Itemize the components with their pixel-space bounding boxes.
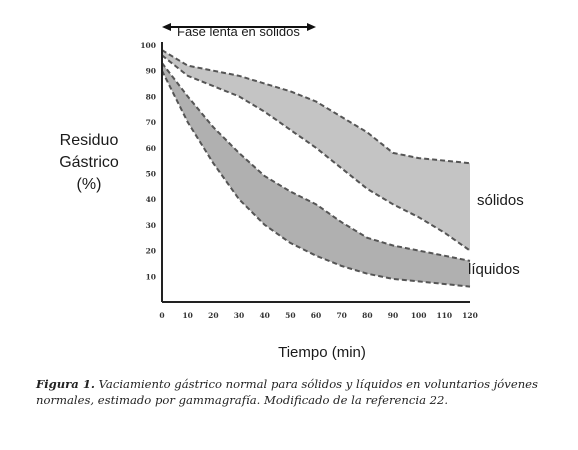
band-liquidos — [162, 63, 470, 287]
x-tick-label-10: 100 — [411, 311, 427, 320]
x-tick-label-12: 120 — [462, 311, 478, 320]
y-tick-label-4: 50 — [146, 170, 156, 179]
y-tick-label-7: 80 — [146, 92, 156, 101]
annotation-arrowhead-left — [162, 23, 171, 32]
y-tick-label-8: 90 — [146, 67, 156, 76]
figure-caption: Figura 1. Vaciamiento gástrico normal pa… — [36, 376, 556, 408]
y-axis-label: Residuo Gástrico (%) — [59, 132, 119, 193]
x-tick-label-0: 0 — [159, 311, 164, 320]
y-tick-label-2: 30 — [146, 221, 156, 230]
x-tick-label-7: 70 — [336, 311, 346, 320]
band-layer — [161, 49, 471, 288]
x-tick-label-4: 40 — [259, 311, 269, 320]
x-tick-labels: 0 10 20 30 40 50 60 70 80 90 100 110 120 — [159, 311, 477, 320]
band-solidos-upper-edge — [161, 49, 471, 165]
band-liquidos-lower-edge — [161, 70, 471, 288]
x-tick-label-9: 90 — [388, 311, 398, 320]
caption-label: Figura 1. — [36, 377, 95, 391]
ylabel-line-1: Residuo — [60, 132, 119, 149]
x-axis-label: Tiempo (min) — [278, 344, 366, 361]
annotation-arrowhead-right — [307, 23, 316, 32]
x-tick-label-1: 10 — [182, 311, 192, 320]
series-label-solidos: sólidos — [477, 192, 524, 209]
ylabel-line-2: Gástrico — [59, 154, 119, 171]
x-tick-label-3: 30 — [234, 311, 244, 320]
y-tick-label-0: 10 — [146, 272, 156, 281]
y-tick-label-3: 40 — [146, 195, 156, 204]
y-tick-label-9: 100 — [140, 41, 156, 50]
y-tick-labels: 10 20 30 40 50 60 70 80 90 100 — [140, 41, 156, 281]
y-tick-label-6: 70 — [146, 118, 156, 127]
band-liquidos-upper-edge — [161, 62, 471, 262]
ylabel-line-3: (%) — [77, 176, 102, 193]
x-tick-label-2: 20 — [208, 311, 218, 320]
caption-text: Vaciamiento gástrico normal para sólidos… — [36, 377, 538, 407]
x-tick-label-6: 60 — [311, 311, 321, 320]
x-tick-label-11: 110 — [437, 311, 453, 320]
x-tick-label-5: 50 — [285, 311, 295, 320]
axes — [161, 42, 470, 303]
slow-phase-annotation: Fase lenta en sólidos — [162, 23, 316, 39]
y-tick-label-5: 60 — [146, 144, 156, 153]
y-tick-label-1: 20 — [146, 247, 156, 256]
band-solidos — [162, 50, 470, 251]
x-tick-label-8: 80 — [362, 311, 372, 320]
series-label-liquidos: líquidos — [468, 261, 520, 278]
band-solidos-lower-edge — [161, 54, 471, 252]
